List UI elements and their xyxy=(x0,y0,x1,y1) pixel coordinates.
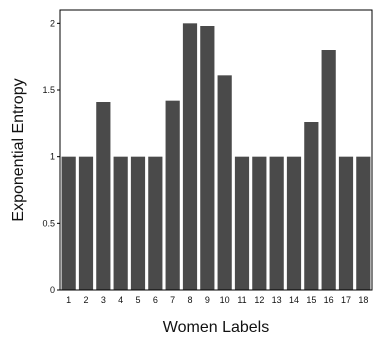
y-tick-label: 2 xyxy=(50,18,55,28)
x-tick-label: 15 xyxy=(306,295,316,305)
x-ticks-group: 1 2 3 4 5 6 7 8 9 10 11 12 13 14 15 16 17 18 xyxy=(66,295,368,305)
x-tick-label: 11 xyxy=(237,295,246,305)
x-tick-label: 12 xyxy=(254,295,264,305)
bar-18 xyxy=(356,156,371,290)
bar-7 xyxy=(165,100,180,290)
x-tick-label: 16 xyxy=(324,295,334,305)
plot-frame xyxy=(59,9,373,291)
bar-13 xyxy=(269,156,284,290)
bars-group xyxy=(61,23,371,291)
bar-11 xyxy=(234,156,250,290)
x-tick-label: 10 xyxy=(220,295,230,305)
y-tick-label: 0.5 xyxy=(42,218,55,228)
bar-17 xyxy=(338,156,354,290)
x-tick-label: 3 xyxy=(101,295,106,305)
x-axis-label: Women Labels xyxy=(163,319,269,336)
x-tick-label: 17 xyxy=(341,295,351,305)
bar-4 xyxy=(113,156,128,290)
y-axis-label: Exponential Entropy xyxy=(10,78,27,221)
bar-3 xyxy=(96,102,111,290)
x-tick-label: 6 xyxy=(153,295,158,305)
x-tick-label: 13 xyxy=(272,295,282,305)
x-tick-label: 4 xyxy=(118,295,123,305)
bar-16 xyxy=(321,50,336,290)
y-tick-label: 1.5 xyxy=(42,85,55,95)
x-tick-label: 14 xyxy=(289,295,299,305)
bar-1 xyxy=(61,156,76,290)
bar-14 xyxy=(286,156,302,290)
bar-6 xyxy=(148,156,163,290)
x-tick-label: 18 xyxy=(358,295,368,305)
x-tick-label: 9 xyxy=(205,295,210,305)
bar-2 xyxy=(78,156,94,290)
bar-15 xyxy=(304,122,319,290)
bar-12 xyxy=(252,156,267,290)
x-tick-label: 5 xyxy=(135,295,140,305)
y-tick-label: 0 xyxy=(50,285,55,295)
bar-8 xyxy=(182,23,198,291)
bar-10 xyxy=(217,75,232,290)
bar-5 xyxy=(130,156,146,290)
y-tick-label: 1 xyxy=(50,152,55,162)
x-tick-label: 8 xyxy=(187,295,192,305)
x-tick-label: 2 xyxy=(83,295,88,305)
x-tick-label: 7 xyxy=(170,295,175,305)
y-ticks-group: 0 0.5 1 1.5 2 xyxy=(42,18,60,295)
bar-9 xyxy=(200,26,215,290)
x-tick-label: 1 xyxy=(66,295,71,305)
